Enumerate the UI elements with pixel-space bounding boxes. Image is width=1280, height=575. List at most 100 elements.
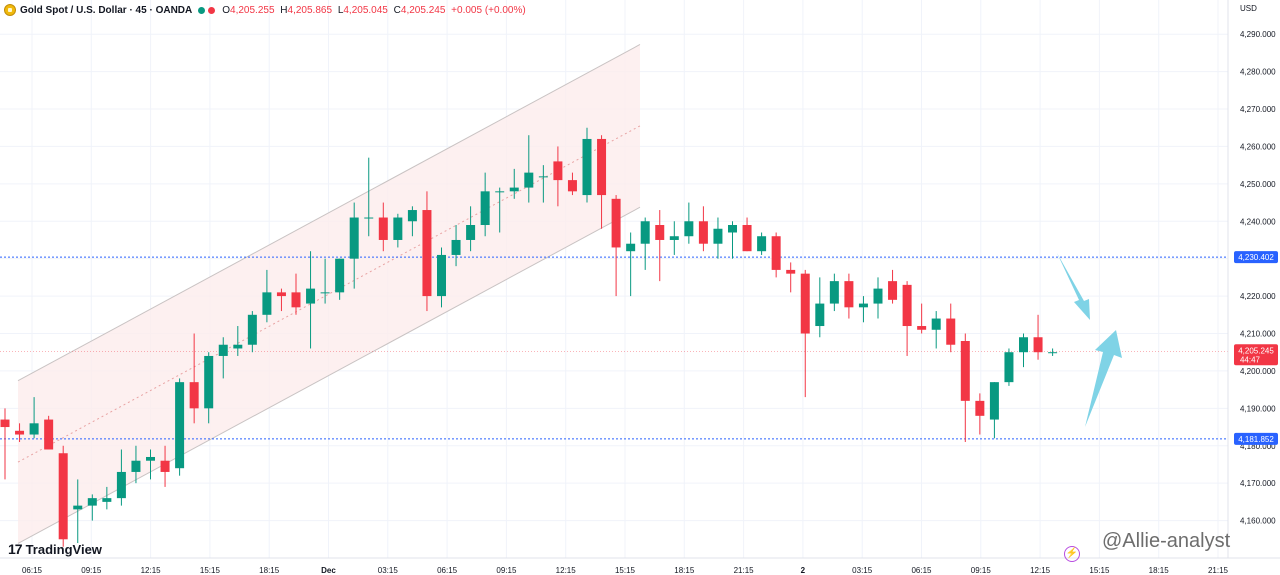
candle-body [538, 176, 548, 178]
candle [466, 206, 476, 252]
candle [567, 172, 577, 196]
candle-body [451, 239, 461, 255]
up-arrow-drawing[interactable] [1085, 330, 1122, 427]
candle-body [786, 269, 796, 274]
lightning-icon[interactable]: ⚡ [1064, 546, 1080, 562]
price-tick-label: 4,210.000 [1240, 330, 1276, 339]
bar-countdown-text: 44:47 [1240, 355, 1261, 364]
candle-body [829, 281, 839, 304]
candle [858, 296, 868, 323]
candle [87, 494, 97, 521]
candle-body [466, 225, 476, 240]
candle-body [1033, 337, 1043, 353]
symbol-title[interactable]: Gold Spot / U.S. Dollar · 45 · OANDA [20, 4, 193, 16]
candle [1048, 348, 1058, 356]
channel-upper-line[interactable] [17, 44, 641, 382]
candle [873, 277, 883, 319]
candle [146, 449, 155, 480]
candle-body [1019, 337, 1028, 353]
candle [728, 221, 737, 259]
candle [509, 168, 519, 199]
candle [233, 326, 243, 356]
candle-body [495, 191, 505, 193]
candle [713, 217, 723, 259]
candle [902, 281, 912, 356]
candle [349, 202, 359, 289]
price-tick-label: 4,180.000 [1240, 442, 1276, 451]
price-axis[interactable]: 4,160.000 4,170.000 4,180.000 4,190.000 4,20… [1240, 30, 1276, 525]
tradingview-logo[interactable]: 17 TradingView [8, 541, 102, 557]
level-price-text: 4,181.852 [1238, 435, 1274, 444]
candle-body [349, 217, 359, 259]
candle-body [480, 191, 490, 226]
candle-body [422, 210, 432, 297]
candle-body [247, 314, 257, 345]
time-tick-label: 2 [801, 566, 806, 575]
down-arrow-drawing[interactable] [1057, 253, 1090, 320]
candle-body [757, 236, 767, 252]
time-tick-label: 06:15 [22, 566, 43, 575]
candle-body [291, 292, 301, 308]
candle-body [640, 221, 650, 244]
candle [960, 333, 970, 443]
time-tick-label: 15:15 [200, 566, 221, 575]
candle-body [655, 225, 665, 240]
candle [393, 213, 403, 248]
symbol-header: Gold Spot / U.S. Dollar · 45 · OANDA O4,… [4, 2, 529, 18]
candle [73, 479, 83, 544]
currency-label[interactable]: USD [1240, 4, 1257, 13]
time-tick-label: 18:15 [674, 566, 695, 575]
candle-body [393, 217, 403, 240]
candle [131, 445, 141, 484]
candle [669, 221, 679, 255]
gold-coin-icon [4, 4, 16, 16]
candle-body [87, 498, 97, 506]
high-value: 4,205.865 [287, 4, 333, 16]
candle-body [306, 288, 316, 304]
candle-body [1004, 352, 1014, 383]
candle-body [189, 382, 199, 409]
candle-body [902, 284, 912, 327]
candle [189, 333, 199, 424]
candle [524, 135, 534, 203]
price-tick-label: 4,190.000 [1240, 404, 1276, 413]
candle-body [175, 382, 185, 469]
candle [640, 217, 650, 270]
candle-body [931, 318, 941, 330]
time-axis[interactable]: 06:15 09:15 12:15 15:15 18:15 Dec 03:15 06:15 09… [22, 566, 1229, 575]
candle-body [116, 471, 126, 499]
time-tick-label: 06:15 [911, 566, 932, 575]
time-tick-label: 09:15 [496, 566, 517, 575]
candle-body [73, 505, 83, 510]
candle-body [946, 318, 956, 345]
candle-body [335, 258, 345, 293]
candle [1019, 333, 1028, 368]
ohlc-values: O4,205.255 H4,205.865 L4,205.045 C4,205.… [222, 5, 528, 16]
candle [480, 172, 490, 237]
candle [160, 445, 170, 487]
candle-body [873, 288, 883, 304]
candle-body [888, 281, 898, 300]
current-price-text: 4,205.245 [1238, 346, 1274, 355]
time-tick-label: 15:15 [615, 566, 636, 575]
candle [116, 449, 126, 506]
candle [364, 157, 374, 237]
candle-body [713, 228, 723, 244]
level-price-tag [1234, 432, 1278, 445]
time-tick-label: Dec [321, 566, 336, 575]
close-key: C [393, 4, 401, 16]
candle [611, 195, 621, 297]
time-tick-label: 21:15 [734, 566, 755, 575]
candle-body [204, 355, 214, 409]
candle [44, 415, 54, 450]
candle-body [742, 225, 752, 252]
candle [946, 303, 956, 353]
candle-body [800, 273, 810, 334]
candle-body [524, 172, 534, 188]
candle-body [684, 221, 694, 237]
projection-arrows[interactable] [1057, 253, 1122, 427]
candle-body [262, 292, 272, 315]
candle [15, 423, 25, 443]
